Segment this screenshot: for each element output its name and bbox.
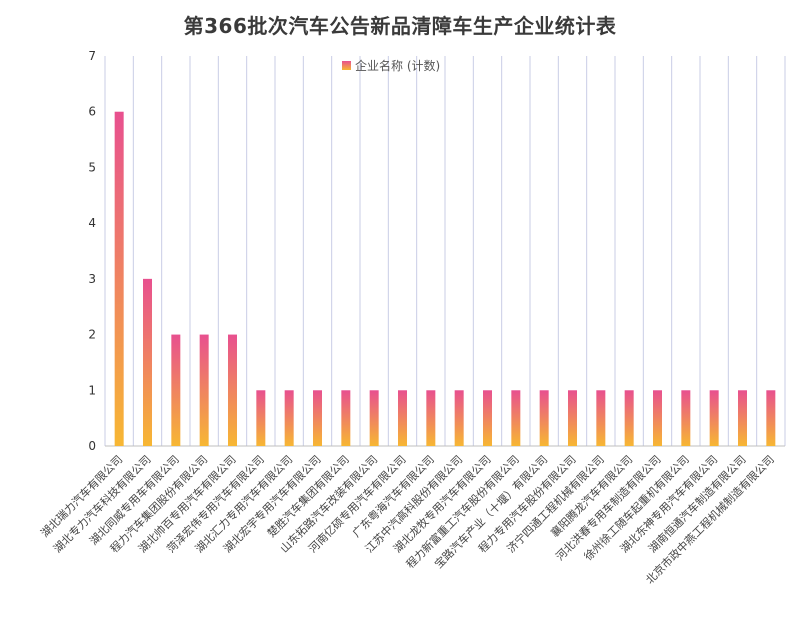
y-tick-label: 7 [88, 49, 96, 63]
chart-title: 第366批次汽车公告新品清障车生产企业统计表 [183, 14, 617, 38]
bar [114, 111, 124, 446]
bar [398, 390, 407, 446]
bar [568, 390, 577, 446]
bar [511, 390, 521, 446]
bar [284, 390, 294, 446]
y-tick-label: 6 [88, 105, 96, 119]
bar [681, 390, 691, 446]
bar [341, 390, 351, 446]
legend-label: 企业名称 (计数) [355, 58, 440, 73]
y-tick-label: 5 [88, 160, 96, 174]
bar [596, 390, 606, 446]
y-tick-label: 3 [88, 272, 96, 286]
bar [766, 390, 776, 446]
y-tick-label: 0 [88, 439, 96, 453]
bar [539, 390, 549, 446]
y-tick-label: 2 [88, 328, 96, 342]
bar [426, 390, 436, 446]
bar [199, 334, 209, 446]
bar [454, 390, 464, 446]
grid-lines [104, 56, 786, 447]
bar [369, 390, 379, 446]
legend: 企业名称 (计数) [342, 58, 440, 73]
x-axis-labels: 湖北瑞力汽车有限公司湖北专力汽车科技有限公司湖北同威专用车有限公司程力汽车集团股… [38, 452, 777, 586]
bar [256, 390, 266, 446]
bar [228, 334, 237, 446]
bar [483, 390, 492, 446]
bar [313, 390, 322, 446]
bar [653, 390, 662, 446]
legend-swatch [342, 61, 351, 70]
y-tick-label: 4 [88, 216, 96, 230]
y-tick-label: 1 [88, 383, 96, 397]
bar [738, 390, 747, 446]
bar [171, 334, 181, 446]
bar [709, 390, 719, 446]
y-axis-ticks: 0 1 2 3 4 5 6 7 [88, 49, 96, 453]
bars [114, 111, 776, 446]
bar [143, 278, 152, 446]
bar [624, 390, 634, 446]
